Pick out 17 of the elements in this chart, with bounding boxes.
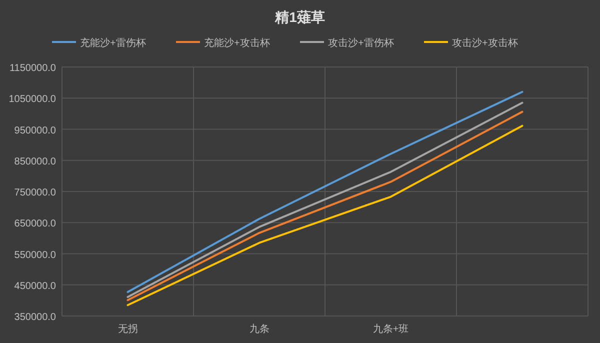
x-tick-label: 九条 <box>249 323 270 335</box>
y-tick-label: 450000.0 <box>14 280 56 292</box>
y-tick-label: 350000.0 <box>14 312 56 323</box>
legend-label: 攻击沙+雷伤杯 <box>328 37 394 49</box>
y-tick-label: 550000.0 <box>14 250 56 261</box>
x-tick-label: 无拐 <box>118 323 138 335</box>
y-tick-label: 1050000.0 <box>8 94 56 106</box>
legend-label: 充能沙+雷伤杯 <box>80 37 146 49</box>
x-tick-label: 九条+班 <box>372 323 409 335</box>
chart-title: 精1薙草 <box>274 9 325 25</box>
legend-label: 攻击沙+攻击杯 <box>452 37 518 49</box>
legend-label: 充能沙+攻击杯 <box>204 37 270 49</box>
y-tick-label: 850000.0 <box>14 156 56 168</box>
y-tick-label: 750000.0 <box>14 188 56 198</box>
y-tick-label: 650000.0 <box>14 218 56 230</box>
y-tick-label: 1150000.0 <box>9 63 56 74</box>
y-tick-label: 950000.0 <box>14 125 56 136</box>
